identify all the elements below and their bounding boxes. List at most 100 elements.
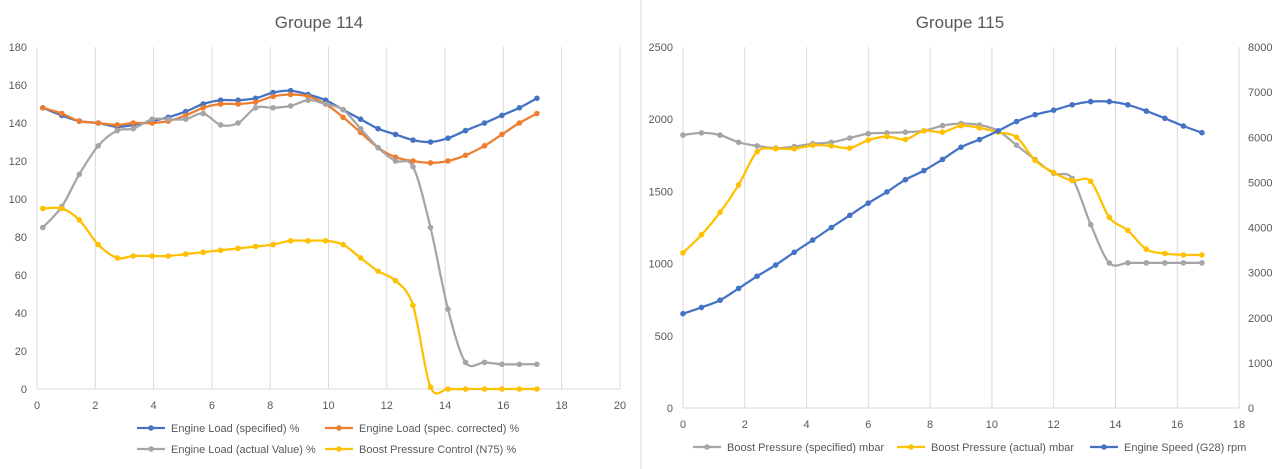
chart-groupe-114: Groupe 114 0 2 4 6 8 10 12 14 16 18 20 0 20 40 60 80 100… [9,13,626,456]
data-point [1180,252,1187,258]
legend-label: Engine Speed (G28) rpm [1124,442,1246,454]
data-point [410,163,416,170]
data-point [735,182,742,188]
x-tick-label: 18 [1233,419,1245,431]
data-point [40,205,46,212]
data-point [921,167,927,174]
y-tick-label: 0 [667,403,673,415]
data-point [976,136,983,143]
data-point [59,110,65,117]
y-tick-label: 160 [9,80,27,92]
data-point [357,116,364,122]
data-point [754,273,760,280]
data-point [809,237,816,243]
data-point [1180,260,1187,266]
data-point [235,120,241,126]
data-point [114,122,120,128]
data-point [235,101,241,107]
data-point [357,255,364,261]
data-point [847,212,853,219]
data-point [445,386,451,392]
axes: 0 2 4 6 8 10 12 14 16 180500100015002000250001000… [649,42,1273,431]
data-point [534,110,540,117]
data-point [410,137,416,143]
x-tick-label: 6 [865,419,871,431]
data-point [462,152,469,159]
data-point [427,139,434,145]
data-point [427,160,434,166]
data-point [958,122,964,129]
data-point [462,386,469,392]
x-tick-label: 16 [1171,419,1183,431]
data-point [1125,102,1131,108]
data-point [340,241,346,248]
data-point [165,253,171,259]
data-point [200,249,206,255]
legend-entry: Engine Load (specified) % [137,423,300,435]
data-point [754,143,760,149]
data-point [1106,98,1113,105]
data-point [427,224,434,231]
data-point [847,135,853,141]
legend-entry: Boost Pressure (actual) mbar [897,442,1074,454]
data-point [1032,111,1038,118]
data-point [902,136,909,143]
data-point [921,128,927,134]
x-tick-label: 14 [1109,419,1121,431]
data-point [1143,260,1150,266]
data-point [252,243,259,250]
data-point [884,189,890,195]
data-point [791,146,797,152]
data-point [1069,102,1075,108]
data-point [76,118,83,124]
x-tick-label: 12 [1048,419,1060,431]
chart-groupe-115: Groupe 115 0 2 4 6 8 10 12 14 16 1805001000150020… [649,13,1273,454]
data-point [149,253,155,259]
data-point [270,93,276,100]
data-point [481,386,488,392]
series-2 [680,122,1205,258]
data-point [392,131,399,138]
data-point [1050,169,1057,176]
grid [36,47,621,389]
data-point [865,200,872,206]
x-tick-label: 18 [556,400,568,412]
data-point [976,125,983,131]
data-point [958,144,964,150]
data-point [130,120,136,126]
data-point [1087,178,1094,185]
data-point [1013,118,1020,125]
y2-tick-label: 8000 [1248,42,1272,54]
data-point [717,132,723,138]
x-tick-label: 10 [322,400,334,412]
data-point [1013,134,1020,141]
series-layer [40,87,540,395]
x-tick-label: 16 [497,400,509,412]
data-point [59,205,65,212]
legend: Boost Pressure (specified) mbar Boost Pre… [693,442,1246,454]
data-point [76,217,83,223]
chart-title: Groupe 114 [275,13,364,32]
data-point [462,127,469,134]
data-point [1199,260,1205,266]
data-point [200,105,206,111]
data-point [410,302,416,309]
x-tick-label: 12 [381,400,393,412]
legend: Engine Load (specified) % Engine Load (sp… [137,423,519,456]
data-point [287,91,294,98]
data-point [772,262,779,268]
data-point [40,224,46,231]
data-point [235,245,241,252]
series-4 [40,205,540,395]
legend-entry: Boost Pressure Control (N75) % [325,444,516,456]
data-point [427,384,434,390]
data-point [680,132,686,138]
data-point [252,105,259,111]
data-point [1125,260,1131,266]
data-point [847,145,853,151]
data-point [462,359,469,366]
legend-entry: Engine Speed (G28) rpm [1090,442,1246,454]
legend-entry: Boost Pressure (specified) mbar [693,442,884,454]
data-point [1069,177,1075,184]
data-point [182,116,189,122]
